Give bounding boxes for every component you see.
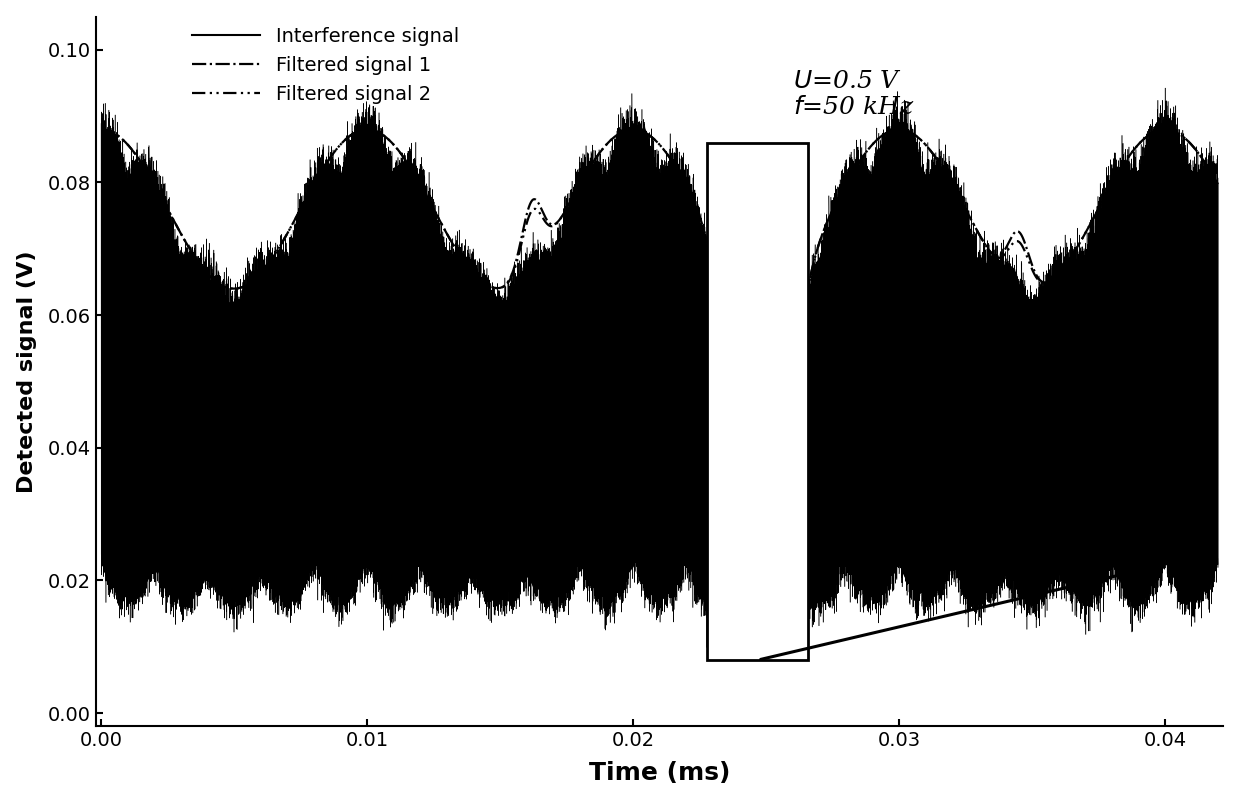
- Filtered signal 2: [1040, 277, 1055, 287]
- Interference signal: [884, 563, 899, 573]
- Legend: Interference signal, Filtered signal 1, Filtered signal 2: Interference signal, Filtered signal 1, …: [185, 19, 466, 111]
- Filtered signal 2: [1210, 180, 1225, 189]
- Filtered signal 2: [926, 151, 941, 160]
- Filtered signal 1: [601, 136, 616, 146]
- Filtered signal 2: [94, 124, 109, 134]
- Filtered signal 2: [884, 126, 899, 136]
- Text: $\mathit{U}$=0.5 V
$\mathit{f}$=50 kHz: $\mathit{U}$=0.5 V $\mathit{f}$=50 kHz: [792, 70, 914, 119]
- Interference signal: [926, 237, 941, 246]
- Filtered signal 1: [926, 151, 941, 160]
- Filtered signal 1: [94, 124, 109, 134]
- Text: A: A: [1152, 526, 1173, 554]
- Interference signal: [1040, 521, 1055, 531]
- Filtered signal 1: [1040, 277, 1055, 287]
- Line: Filtered signal 2: Filtered signal 2: [102, 129, 1218, 614]
- Filtered signal 2: [738, 609, 753, 618]
- Filtered signal 2: [601, 136, 616, 146]
- Interference signal: [1210, 180, 1225, 189]
- Filtered signal 2: [1052, 269, 1066, 278]
- Filtered signal 1: [852, 157, 867, 167]
- X-axis label: Time (ms): Time (ms): [589, 761, 730, 785]
- Bar: [707, 143, 808, 660]
- Filtered signal 2: [852, 157, 867, 167]
- Filtered signal 1: [1052, 269, 1066, 278]
- Filtered signal 1: [884, 126, 899, 136]
- Interference signal: [852, 360, 867, 370]
- Interference signal: [1052, 561, 1066, 570]
- Y-axis label: Detected signal (V): Detected signal (V): [16, 250, 37, 492]
- Interference signal: [94, 119, 109, 128]
- Line: Interference signal: Interference signal: [102, 88, 1218, 660]
- Filtered signal 1: [738, 609, 753, 618]
- Filtered signal 1: [1210, 180, 1225, 189]
- Interference signal: [1158, 83, 1173, 93]
- Interference signal: [601, 587, 616, 597]
- Line: Filtered signal 1: Filtered signal 1: [102, 129, 1218, 614]
- Interference signal: [737, 655, 751, 665]
